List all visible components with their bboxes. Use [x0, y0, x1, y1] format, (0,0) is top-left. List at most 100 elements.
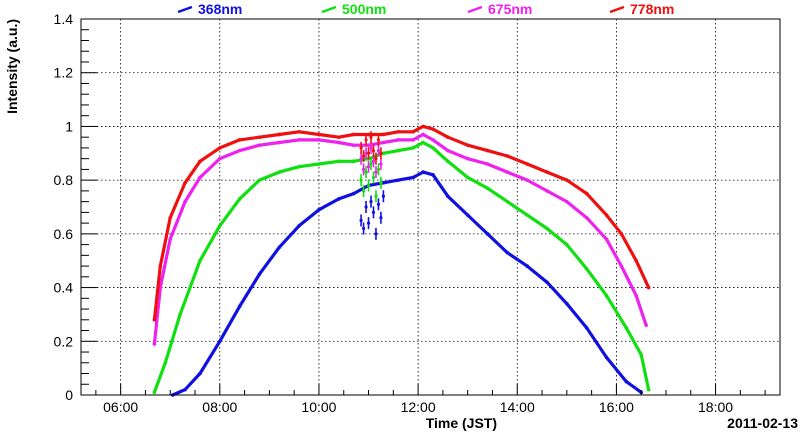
data-point-778nm [505, 154, 510, 158]
data-point-778nm [277, 132, 282, 137]
data-point-675nm [545, 189, 549, 193]
legend-label-778nm: 778nm [630, 1, 674, 17]
noise-marker-778nm [371, 149, 376, 153]
data-point-368nm [584, 326, 589, 330]
data-point-778nm [381, 132, 386, 137]
data-point-500nm [257, 178, 262, 182]
data-point-778nm [431, 127, 435, 131]
data-point-778nm [421, 124, 425, 129]
data-point-500nm [178, 312, 182, 317]
data-point-368nm [183, 387, 187, 392]
noise-marker-368nm [361, 226, 366, 231]
data-point-778nm [198, 159, 202, 164]
legend-swatch-368nm [177, 5, 193, 14]
data-point-500nm [584, 266, 589, 271]
data-point-778nm [465, 143, 470, 148]
noise-marker-500nm [364, 170, 368, 174]
data-point-500nm [446, 159, 450, 164]
data-point-675nm [485, 162, 490, 166]
data-point-368nm [545, 280, 549, 285]
series-line-500nm [152, 140, 651, 394]
data-point-778nm [565, 178, 569, 182]
legend-label-500nm: 500nm [342, 1, 386, 17]
data-point-675nm [465, 156, 470, 161]
data-point-500nm [277, 170, 282, 174]
series-layer [152, 124, 651, 397]
data-point-675nm [351, 143, 356, 148]
data-point-675nm [237, 148, 242, 153]
data-point-778nm [446, 135, 450, 139]
legend-label-368nm: 368nm [198, 1, 242, 17]
data-point-368nm [237, 304, 242, 309]
x-tick-label: 08:00 [202, 399, 237, 415]
series-line-368nm [171, 170, 643, 397]
data-point-368nm [198, 371, 202, 376]
data-point-500nm [381, 151, 386, 156]
data-point-368nm [351, 191, 356, 196]
x-tick-label: 06:00 [103, 399, 138, 415]
legend-item-675nm: 675nm [467, 1, 532, 17]
legend-swatch-500nm [321, 5, 337, 14]
x-tick-label: 18:00 [698, 399, 733, 415]
y-tick-label: 0.6 [54, 226, 74, 242]
data-point-778nm [152, 318, 157, 322]
noise-marker-368nm [369, 200, 373, 204]
data-point-675nm [317, 138, 321, 142]
data-point-778nm [396, 130, 401, 134]
data-point-778nm [317, 132, 321, 137]
data-point-500nm [604, 293, 609, 298]
noise-marker-500nm [361, 189, 366, 193]
legend-swatch-675nm [467, 5, 483, 14]
data-point-675nm [619, 264, 624, 268]
data-point-368nm [297, 224, 301, 228]
noise-marker-778nm [379, 151, 383, 155]
data-point-368nm [465, 213, 470, 217]
y-tick-label: 0.2 [54, 333, 74, 349]
series-778nm [152, 124, 651, 322]
y-tick-label: 1.2 [54, 65, 74, 81]
data-point-778nm [297, 130, 301, 134]
data-point-675nm [297, 138, 301, 142]
data-point-500nm [396, 148, 401, 153]
data-point-500nm [545, 226, 549, 231]
noise-marker-778nm [359, 146, 363, 150]
data-point-675nm [644, 323, 648, 327]
series-368nm [170, 170, 643, 397]
x-tick-label: 14:00 [500, 399, 535, 415]
data-point-368nm [277, 245, 282, 250]
noise-marker-368nm [371, 210, 376, 214]
data-point-368nm [411, 175, 415, 180]
noise-marker-675nm [371, 159, 376, 163]
y-tick-label: 0.4 [54, 280, 74, 296]
data-point-675nm [411, 138, 415, 142]
x-axis-title: Time (JST) [426, 415, 497, 431]
data-point-675nm [396, 138, 401, 142]
data-point-778nm [646, 285, 651, 290]
data-point-500nm [431, 146, 435, 150]
data-point-368nm [257, 272, 262, 276]
data-point-778nm [183, 181, 187, 185]
data-point-778nm [411, 130, 415, 134]
data-point-675nm [152, 342, 157, 346]
noise-marker-675nm [376, 149, 381, 153]
data-point-778nm [584, 191, 589, 196]
data-point-368nm [421, 170, 425, 174]
data-point-500nm [624, 326, 629, 330]
noise-marker-500nm [376, 167, 381, 171]
noise-marker-675nm [359, 157, 363, 161]
y-tick-label: 0 [65, 387, 73, 403]
data-point-778nm [336, 135, 341, 139]
data-point-368nm [218, 339, 222, 344]
data-point-500nm [317, 162, 321, 166]
data-point-368nm [505, 250, 510, 255]
data-point-368nm [396, 178, 401, 182]
noise-marker-368nm [379, 216, 383, 220]
data-point-500nm [237, 197, 242, 201]
plot-frame [80, 18, 781, 396]
noise-marker-778nm [369, 135, 373, 139]
noise-marker-368nm [364, 205, 368, 209]
noise-marker-368nm [376, 202, 381, 206]
data-point-368nm [565, 301, 569, 306]
data-point-675nm [584, 215, 589, 220]
